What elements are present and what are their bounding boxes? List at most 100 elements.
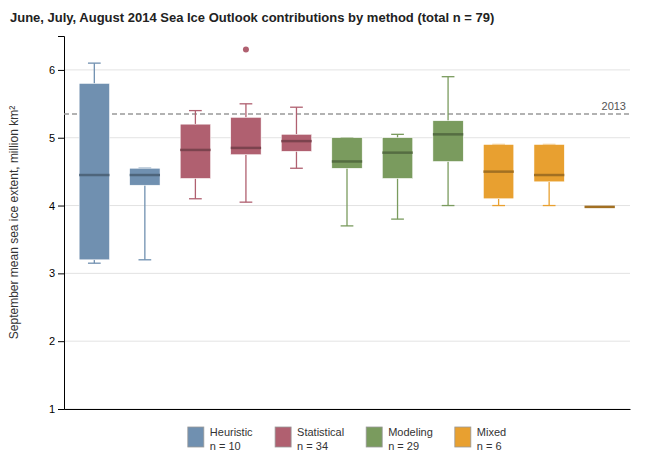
reference-line [64,113,630,115]
median [483,170,513,173]
legend-label: Mixedn = 6 [477,426,506,451]
title: June, July, August 2014 Sea Ice Outlook … [10,10,494,25]
y-tick-mark [58,273,64,274]
y-axis-line [58,37,65,410]
legend-swatch [455,427,471,447]
lower-cap [543,205,556,206]
flier [243,47,249,53]
y-tick: 3 [49,267,64,279]
lower-cap [240,202,253,203]
y-axis-title: September mean sea ice extent, million k… [7,106,21,339]
x-axis [65,409,631,410]
y-tick-label: 1 [49,403,55,415]
lower-whisker [498,199,499,206]
box [130,168,160,185]
grid-line [64,409,630,410]
x-axis-line [65,409,631,410]
legend-item: Statisticaln = 34 [275,426,344,451]
lower-whisker [245,155,246,202]
box [483,145,513,199]
lower-whisker [296,151,297,168]
box-group [483,145,513,206]
median [332,160,362,163]
y-tick-label: 3 [49,267,55,279]
upper-cap [240,103,253,104]
median [180,149,210,152]
upper-cap [290,107,303,108]
box [180,124,210,178]
upper-whisker [94,63,95,83]
legend-label: Statisticaln = 34 [297,426,344,451]
grid-line [64,69,630,70]
box-group [332,138,362,226]
y-tick-label: 6 [49,64,55,76]
y-tick-mark [58,138,64,139]
median [231,147,261,150]
box [585,206,615,207]
grid-line [64,273,630,274]
lower-whisker [397,178,398,219]
box-group [231,47,261,203]
box-group [382,134,412,219]
lower-whisker [144,185,145,260]
lower-cap [442,205,455,206]
legend-item: Mixedn = 6 [455,426,506,451]
box [281,134,311,151]
upper-cap [88,62,101,63]
lower-whisker [447,161,448,205]
median [281,140,311,143]
upper-whisker [296,107,297,134]
box [433,121,463,162]
grid-line [64,341,630,342]
y-tick-label: 5 [49,132,55,144]
lower-cap [341,225,354,226]
y-tick: 1 [49,403,64,415]
median [585,206,615,209]
median [130,174,160,177]
y-tick-mark [58,70,64,71]
box [534,145,564,182]
marks [64,47,630,264]
legend: Heuristicn = 10 Statisticaln = 34 Modeling… [188,426,506,451]
lower-cap [391,218,404,219]
median [534,174,564,177]
lower-cap [138,259,151,260]
box-group [534,145,564,206]
lower-cap [189,198,202,199]
legend-swatch [366,427,382,447]
upper-whisker [245,104,246,118]
box [332,138,362,169]
box-group [180,111,210,199]
box [231,117,261,154]
legend-item: Modelingn = 29 [366,426,433,451]
upper-cap [442,76,455,77]
legend-swatch [188,427,204,447]
lower-cap [492,205,505,206]
y-tick: 4 [49,200,64,212]
legend-label: Heuristicn = 10 [210,426,253,451]
lower-whisker [195,178,196,198]
y-tick-mark [58,341,64,342]
box-group [433,77,463,206]
median [433,133,463,136]
grid [64,70,630,409]
box-group [585,206,615,207]
box [382,138,412,179]
y-axis: 1 2 3 4 5 6 [49,37,65,416]
upper-cap [391,134,404,135]
median [79,174,109,177]
box-group [79,63,109,263]
reference-label: 2013 [602,100,626,112]
chart: 1 2 3 4 5 6 2013 June, July, August 2014 Sea Ic… [0,0,650,473]
median [382,151,412,154]
upper-whisker [447,77,448,121]
y-tick: 5 [49,132,64,144]
upper-whisker [195,111,196,125]
box [79,83,109,259]
lower-whisker [548,182,549,206]
y-tick: 6 [49,64,64,76]
y-tick-label: 4 [49,200,55,212]
y-tick-label: 2 [49,335,55,347]
lower-whisker [346,168,347,226]
legend-item: Heuristicn = 10 [188,426,253,451]
